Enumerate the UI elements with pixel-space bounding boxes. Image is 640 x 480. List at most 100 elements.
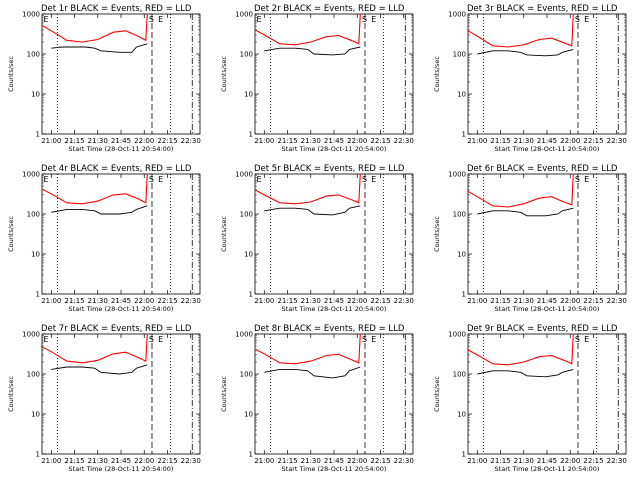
y-tick-label: 10 xyxy=(457,91,466,99)
y-tick-label: 100 xyxy=(240,51,253,59)
plot-frame xyxy=(41,13,201,135)
event-marker-label: E xyxy=(584,335,589,344)
events-series-line xyxy=(477,368,574,378)
x-tick-label: 22:00 xyxy=(560,297,580,305)
chart-panel-9: Det 9r BLACK = Events, RED = LLD 1 10 100 10… xyxy=(433,324,627,473)
x-tick-label: 21:45 xyxy=(537,457,557,465)
x-tick-label: 22:30 xyxy=(181,137,201,145)
y-tick-label: 1000 xyxy=(22,11,40,19)
y-tick-label: 10 xyxy=(457,411,466,419)
event-marker-label: E xyxy=(44,15,49,24)
plot-frame xyxy=(41,333,201,455)
events-series-line xyxy=(477,207,574,217)
chart-panel-5: Det 5r BLACK = Events, RED = LLD 1 10 100 10… xyxy=(220,164,414,313)
lld-series-line xyxy=(254,333,361,365)
x-tick-label: 22:30 xyxy=(181,457,201,465)
x-tick-label: 21:45 xyxy=(111,137,131,145)
x-tick-label: 21:00 xyxy=(41,297,61,305)
y-tick-label: 1 xyxy=(249,131,253,139)
panel-title: Det 8r BLACK = Events, RED = LLD xyxy=(254,324,405,334)
events-series-line xyxy=(264,46,361,56)
event-marker-label: S xyxy=(575,335,580,344)
x-tick-label: 21:30 xyxy=(514,457,534,465)
x-tick-label: 21:30 xyxy=(88,297,108,305)
x-axis-label: Start Time (28-Oct-11 20:54:00) xyxy=(69,465,174,473)
x-axis-label: Start Time (28-Oct-11 20:54:00) xyxy=(495,465,600,473)
lld-series-line xyxy=(254,173,361,205)
event-marker-label: E xyxy=(371,335,376,344)
x-tick-label: 21:30 xyxy=(301,297,321,305)
x-tick-label: 22:00 xyxy=(560,137,580,145)
x-tick-label: 21:15 xyxy=(277,457,297,465)
chart-panel-6: Det 6r BLACK = Events, RED = LLD 1 10 100 10… xyxy=(433,164,627,313)
y-tick-label: 1 xyxy=(36,131,40,139)
x-tick-label: 21:30 xyxy=(514,137,534,145)
y-axis-label: Counts/sec xyxy=(7,56,15,92)
panel-title: Det 9r BLACK = Events, RED = LLD xyxy=(467,324,618,334)
x-tick-label: 22:15 xyxy=(370,137,390,145)
y-tick-label: 1000 xyxy=(448,171,466,179)
x-tick-label: 22:15 xyxy=(157,137,177,145)
y-tick-label: 1 xyxy=(36,291,40,299)
x-tick-label: 22:30 xyxy=(394,457,414,465)
panel-title: Det 2r BLACK = Events, RED = LLD xyxy=(254,4,405,14)
panel-title: Det 6r BLACK = Events, RED = LLD xyxy=(467,164,618,174)
events-series-line xyxy=(264,205,361,216)
x-tick-label: 21:15 xyxy=(64,297,84,305)
chart-panel-3: Det 3r BLACK = Events, RED = LLD 1 10 100 10… xyxy=(433,4,627,153)
y-axis-label: Counts/sec xyxy=(7,216,15,252)
event-marker-label: E xyxy=(584,15,589,24)
y-tick-label: 1 xyxy=(462,451,466,459)
x-tick-label: 22:15 xyxy=(370,297,390,305)
y-tick-label: 10 xyxy=(244,411,253,419)
lld-series-line xyxy=(467,13,574,48)
y-axis-label: Counts/sec xyxy=(433,216,441,252)
plot-frame xyxy=(41,173,201,295)
y-tick-label: 1 xyxy=(36,451,40,459)
y-tick-label: 1 xyxy=(249,451,253,459)
y-tick-label: 1000 xyxy=(235,331,253,339)
lld-series-line xyxy=(467,173,574,208)
x-tick-label: 22:15 xyxy=(583,297,603,305)
y-tick-label: 1000 xyxy=(235,171,253,179)
events-series-line xyxy=(51,205,148,215)
event-marker-label: E xyxy=(371,15,376,24)
y-tick-label: 100 xyxy=(453,211,466,219)
panel-title: Det 7r BLACK = Events, RED = LLD xyxy=(41,324,192,334)
y-tick-label: 100 xyxy=(27,371,40,379)
x-tick-label: 21:00 xyxy=(41,457,61,465)
chart-panel-2: Det 2r BLACK = Events, RED = LLD 1 10 100 10… xyxy=(220,4,414,153)
x-tick-label: 22:00 xyxy=(134,457,154,465)
y-axis-label: Counts/sec xyxy=(433,376,441,412)
lld-series-line xyxy=(41,333,148,364)
y-tick-label: 1000 xyxy=(22,171,40,179)
x-tick-label: 21:00 xyxy=(254,137,274,145)
x-tick-label: 21:15 xyxy=(64,457,84,465)
plot-frame xyxy=(467,173,627,295)
panel-title: Det 3r BLACK = Events, RED = LLD xyxy=(467,4,618,14)
y-tick-label: 100 xyxy=(240,211,253,219)
event-marker-label: S xyxy=(149,335,154,344)
y-axis-label: Counts/sec xyxy=(7,376,15,412)
x-tick-label: 21:45 xyxy=(111,457,131,465)
x-tick-label: 21:15 xyxy=(490,297,510,305)
x-axis-label: Start Time (28-Oct-11 20:54:00) xyxy=(282,465,387,473)
chart-panel-4: Det 4r BLACK = Events, RED = LLD 1 10 100 10… xyxy=(7,164,201,313)
x-tick-label: 22:30 xyxy=(394,137,414,145)
event-marker-label: E xyxy=(158,335,163,344)
panel-title: Det 5r BLACK = Events, RED = LLD xyxy=(254,164,405,174)
y-tick-label: 10 xyxy=(244,251,253,259)
event-marker-label: E xyxy=(371,175,376,184)
y-tick-label: 10 xyxy=(244,91,253,99)
y-tick-label: 100 xyxy=(240,371,253,379)
x-tick-label: 22:30 xyxy=(607,297,627,305)
plot-frame xyxy=(254,13,414,135)
events-series-line xyxy=(51,43,148,53)
event-marker-label: E xyxy=(584,175,589,184)
y-tick-label: 1000 xyxy=(448,11,466,19)
x-tick-label: 21:30 xyxy=(514,297,534,305)
x-tick-label: 22:15 xyxy=(370,457,390,465)
event-marker-label: E xyxy=(158,175,163,184)
y-tick-label: 1 xyxy=(462,291,466,299)
